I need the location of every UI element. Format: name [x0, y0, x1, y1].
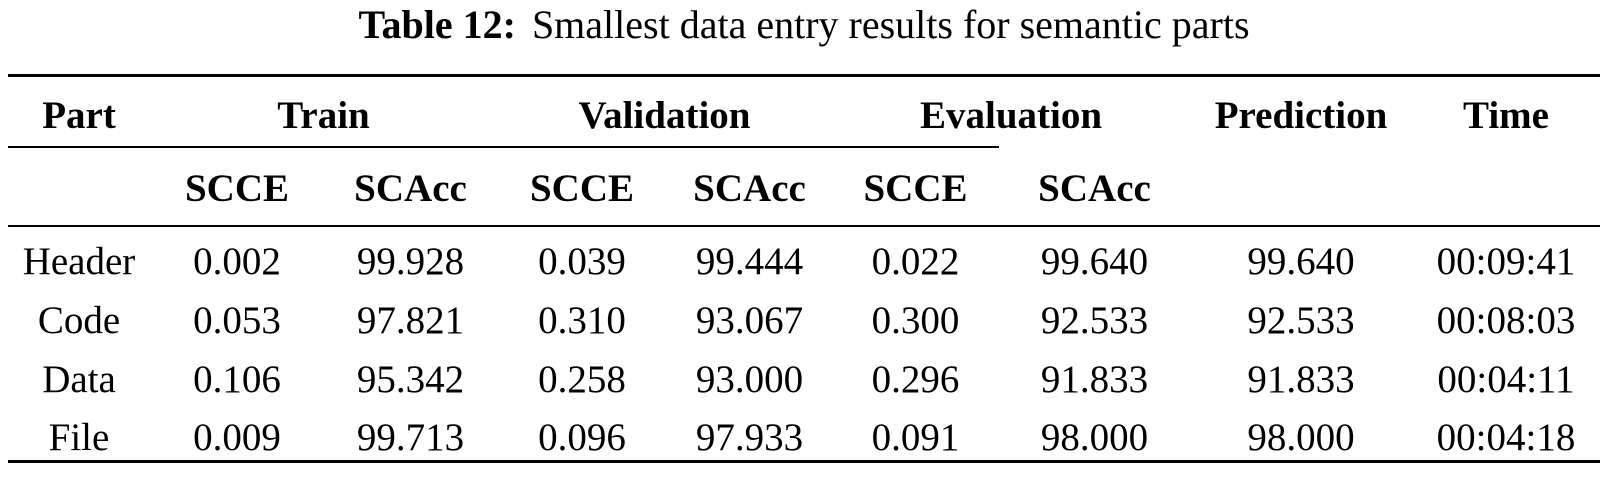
header-partial-rule — [8, 146, 999, 148]
time-cell: 00:08:03 — [1436, 298, 1576, 342]
value-cell: 98.000 — [1247, 415, 1355, 459]
value-cell: 0.002 — [193, 240, 281, 283]
time-cell: 00:04:11 — [1437, 357, 1575, 401]
part-cell: Header — [22, 240, 136, 283]
value-cell: 0.053 — [193, 298, 281, 342]
subheader-empty — [8, 145, 150, 227]
value-cell: 99.928 — [356, 240, 465, 283]
col-header-prediction: Prediction — [1214, 93, 1388, 137]
table-caption-label: Table 12: — [358, 2, 516, 47]
time-cell: 00:09:41 — [1436, 240, 1576, 283]
value-cell: 0.009 — [193, 415, 281, 459]
value-cell: 99.444 — [695, 240, 804, 283]
subheader-empty — [1190, 145, 1412, 227]
value-cell: 92.533 — [1040, 298, 1149, 342]
value-cell: 92.533 — [1247, 298, 1355, 342]
value-cell: 0.106 — [193, 357, 281, 401]
value-cell: 0.258 — [538, 357, 626, 401]
results-table: Part Train Validation Evaluation Predict… — [8, 74, 1600, 463]
value-cell: 0.296 — [871, 357, 960, 401]
part-cell: File — [48, 415, 110, 459]
table-row: Code 0.053 97.821 0.310 93.067 0.300 92.… — [8, 285, 1600, 344]
header-row-groups: Part Train Validation Evaluation Predict… — [8, 76, 1600, 146]
col-header-time: Time — [1463, 93, 1549, 137]
col-header-evaluation: Evaluation — [919, 93, 1103, 137]
value-cell: 0.091 — [871, 415, 960, 459]
value-cell: 0.300 — [871, 298, 960, 342]
header-row-metrics: SCCE SCAcc SCCE SCAcc SCCE SCAcc — [8, 145, 1600, 227]
value-cell: 0.039 — [538, 240, 626, 283]
subheader-train-scacc: SCAcc — [324, 145, 497, 227]
subheader-evaluation-scce: SCCE — [832, 145, 999, 227]
value-cell: 99.713 — [356, 415, 465, 459]
value-cell: 91.833 — [1040, 357, 1149, 401]
col-header-validation: Validation — [578, 93, 751, 137]
value-cell: 91.833 — [1247, 357, 1355, 401]
subheader-train-scce: SCCE — [150, 145, 324, 227]
part-cell: Data — [42, 357, 116, 401]
value-cell: 0.022 — [871, 240, 960, 283]
table-row: Header 0.002 99.928 0.039 99.444 0.022 9… — [8, 226, 1600, 285]
col-header-part: Part — [42, 93, 116, 137]
col-header-train: Train — [277, 93, 370, 137]
subheader-validation-scacc: SCAcc — [667, 145, 832, 227]
part-cell: Code — [37, 298, 121, 342]
value-cell: 0.096 — [538, 415, 626, 459]
table-row: File 0.009 99.713 0.096 97.933 0.091 98.… — [8, 403, 1600, 462]
value-cell: 95.342 — [356, 357, 465, 401]
value-cell: 93.000 — [695, 357, 804, 401]
subheader-validation-scce: SCCE — [497, 145, 667, 227]
table-caption-text: Smallest data entry results for semantic… — [531, 2, 1250, 47]
table-row: Data 0.106 95.342 0.258 93.000 0.296 91.… — [8, 344, 1600, 403]
value-cell: 93.067 — [695, 298, 804, 342]
table-caption: Table 12: Smallest data entry results for… — [0, 2, 1608, 48]
subheader-empty — [1412, 145, 1600, 227]
value-cell: 99.640 — [1247, 240, 1355, 283]
time-cell: 00:04:18 — [1436, 415, 1576, 459]
value-cell: 98.000 — [1040, 415, 1149, 459]
value-cell: 0.310 — [538, 298, 626, 342]
value-cell: 97.821 — [356, 298, 465, 342]
value-cell: 99.640 — [1040, 240, 1149, 283]
value-cell: 97.933 — [695, 415, 804, 459]
subheader-evaluation-scacc: SCAcc — [999, 145, 1190, 227]
